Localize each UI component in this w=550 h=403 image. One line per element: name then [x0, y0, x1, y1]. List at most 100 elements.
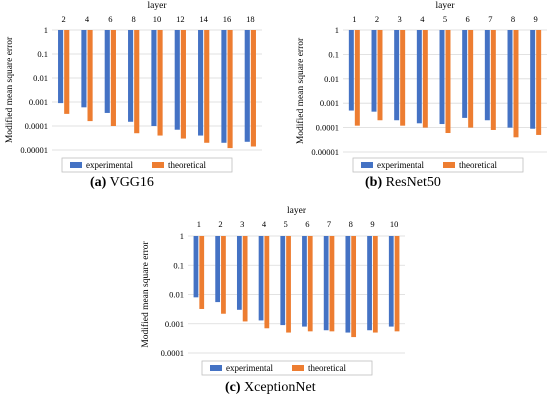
bar-theoretical: [329, 236, 335, 332]
x-tick-label: 6: [108, 14, 112, 24]
y-tick-label: 0.1: [37, 49, 48, 59]
x-tick-label: 7: [327, 219, 331, 229]
y-tick-label: 0.1: [328, 49, 339, 59]
y-tick-label: 1: [44, 25, 48, 35]
bar-theoretical: [286, 236, 291, 333]
bar-theoretical: [351, 236, 357, 338]
y-tick-label: 0.01: [324, 74, 339, 84]
bar-experimental: [388, 236, 394, 327]
bar-experimental: [236, 236, 242, 310]
bar-experimental: [81, 30, 87, 108]
x-tick-label: 6: [305, 219, 309, 229]
x-tick-label: 4: [262, 219, 267, 229]
legend-box: [61, 157, 233, 173]
bar-experimental: [258, 236, 264, 321]
bar-theoretical: [180, 30, 186, 139]
bar-theoretical: [354, 30, 360, 126]
bar-theoretical: [422, 30, 428, 128]
legend-swatch-theoretical: [292, 365, 304, 371]
y-axis-title: Modified mean square error: [4, 36, 15, 143]
legend-box: [201, 360, 373, 376]
x-tick-label: 5: [443, 14, 447, 24]
y-axis-title: Modified mean square error: [295, 37, 306, 144]
bar-theoretical: [87, 30, 93, 122]
chart-panel-resnet50: 1 0.1 0.01 0.001 0.0001 0.00001 Modified mean …: [285, 0, 550, 200]
bar-experimental: [462, 30, 468, 118]
bar-experimental: [507, 30, 513, 128]
x-tick-label: 3: [398, 14, 402, 24]
bar-theoretical: [264, 236, 270, 329]
caption-label: (a): [90, 175, 107, 190]
bar-theoretical: [199, 236, 205, 309]
y-tick-label: 0.001: [165, 319, 184, 329]
bar-theoretical: [513, 30, 519, 138]
bar-experimental: [394, 30, 400, 121]
x-tick-label: 14: [199, 14, 208, 24]
y-tick-label: 0.00001: [20, 145, 48, 155]
legend-label-experimental: experimental: [377, 160, 424, 170]
legend-swatch-experimental: [70, 162, 82, 168]
x-tick-label: 9: [534, 14, 538, 24]
x-tick-label: 7: [488, 14, 492, 24]
caption-resnet50: (b) ResNet50: [365, 175, 441, 191]
bar-experimental: [244, 30, 250, 142]
bar-theoretical: [157, 30, 163, 136]
bar-theoretical: [227, 30, 233, 149]
bar-experimental: [221, 30, 227, 143]
chart-xceptionnet: 1 0.1 0.01 0.001 0.0001 Modified mean square …: [140, 206, 405, 376]
bar-theoretical: [250, 30, 256, 147]
chart-resnet50: 1 0.1 0.01 0.001 0.0001 0.00001 Modified mean …: [295, 1, 547, 173]
y-tick-label: 0.0001: [161, 348, 184, 358]
x-tick-label: 2: [375, 14, 379, 24]
bar-experimental: [439, 30, 445, 125]
bar-experimental: [484, 30, 490, 121]
x-tick-label: 4: [85, 14, 90, 24]
caption-xceptionnet: (c) XceptionNet: [225, 380, 316, 396]
bar-experimental: [302, 236, 307, 327]
bar-theoretical: [242, 236, 248, 322]
y-tick-label: 0.0001: [316, 123, 339, 133]
chart-panel-vgg16: 1 0.1 0.01 0.001 0.0001 0.00001 Modified mean …: [0, 0, 270, 200]
x-tick-label: 4: [420, 14, 425, 24]
y-tick-label: 0.001: [320, 98, 339, 108]
legend-label-theoretical: theoretical: [308, 363, 346, 373]
bar-theoretical: [134, 30, 140, 134]
y-tick-label: 0.00001: [311, 147, 339, 157]
x-axis-title: layer: [148, 1, 168, 11]
bar-experimental: [371, 30, 377, 112]
bar-theoretical: [377, 30, 383, 121]
y-tick-label: 1: [180, 231, 184, 241]
bar-theoretical: [445, 30, 451, 134]
x-tick-label: 12: [176, 14, 185, 24]
x-tick-label: 1: [352, 14, 356, 24]
caption-label: (b): [365, 175, 383, 190]
x-tick-label: 8: [349, 219, 353, 229]
legend-label-experimental: experimental: [226, 363, 273, 373]
legend-swatch-experimental: [210, 365, 222, 371]
bar-experimental: [174, 30, 180, 130]
bar-experimental: [348, 30, 354, 111]
x-tick-label: 1: [197, 219, 201, 229]
bar-theoretical: [204, 30, 210, 143]
x-axis-title: layer: [436, 1, 456, 11]
bar-experimental: [58, 30, 64, 104]
caption-text: VGG16: [109, 175, 154, 190]
bar-theoretical: [372, 236, 378, 333]
legend-label-theoretical: theoretical: [168, 160, 206, 170]
bar-theoretical: [307, 236, 313, 332]
bar-theoretical: [536, 30, 542, 135]
legend-box: [352, 157, 524, 173]
bar-experimental: [151, 30, 157, 126]
x-tick-label: 18: [246, 14, 255, 24]
bar-experimental: [280, 236, 286, 326]
bar-experimental: [323, 236, 329, 331]
x-axis-title: layer: [287, 206, 307, 216]
bar-experimental: [198, 30, 204, 136]
x-tick-label: 9: [370, 219, 374, 229]
legend-swatch-theoretical: [443, 162, 455, 168]
y-axis-title: Modified mean square error: [140, 241, 151, 348]
caption-text: XceptionNet: [244, 380, 316, 395]
y-tick-label: 0.1: [173, 260, 184, 270]
x-tick-label: 8: [511, 14, 515, 24]
bar-experimental: [193, 236, 199, 298]
